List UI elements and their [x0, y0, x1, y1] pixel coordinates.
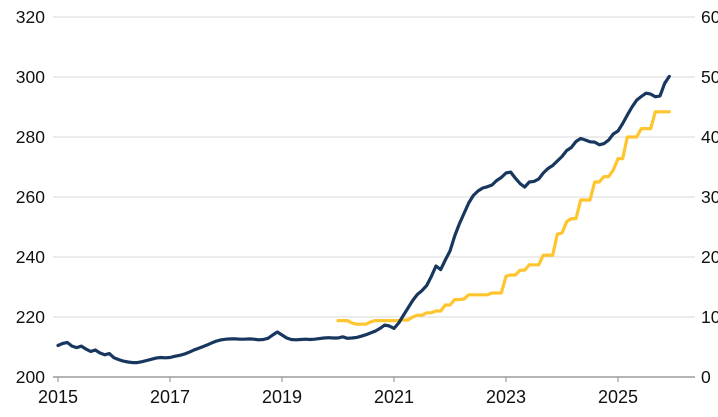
x-axis-tick-label: 2015	[38, 387, 78, 407]
y-axis-right-tick-label: 20	[701, 247, 718, 267]
y-axis-right-tick-label: 10	[701, 307, 718, 327]
x-axis-tick-label: 2023	[486, 387, 526, 407]
y-axis-right-tick-label: 40	[701, 127, 718, 147]
navy-line	[56, 74, 671, 365]
gold-line	[336, 110, 671, 326]
y-axis-left-tick-label: 260	[16, 187, 45, 207]
y-axis-left-tick-label: 320	[16, 7, 45, 27]
y-axis-right-tick-label: 0	[701, 367, 711, 387]
x-axis-tick-label: 2021	[374, 387, 414, 407]
y-axis-right-tick-label: 50	[701, 67, 718, 87]
x-axis-tick-label: 2017	[150, 387, 190, 407]
y-axis-left-tick-label: 280	[16, 127, 45, 147]
y-axis-right-tick-label: 60	[701, 7, 718, 27]
x-axis-tick-label: 2019	[262, 387, 302, 407]
y-axis-left-tick-label: 220	[16, 307, 45, 327]
y-axis-left-tick-label: 300	[16, 67, 45, 87]
x-axis-tick-label: 2025	[598, 387, 638, 407]
y-axis-left-tick-label: 240	[16, 247, 45, 267]
y-axis-right-tick-label: 30	[701, 187, 718, 207]
y-axis-left-tick-label: 200	[16, 367, 45, 387]
